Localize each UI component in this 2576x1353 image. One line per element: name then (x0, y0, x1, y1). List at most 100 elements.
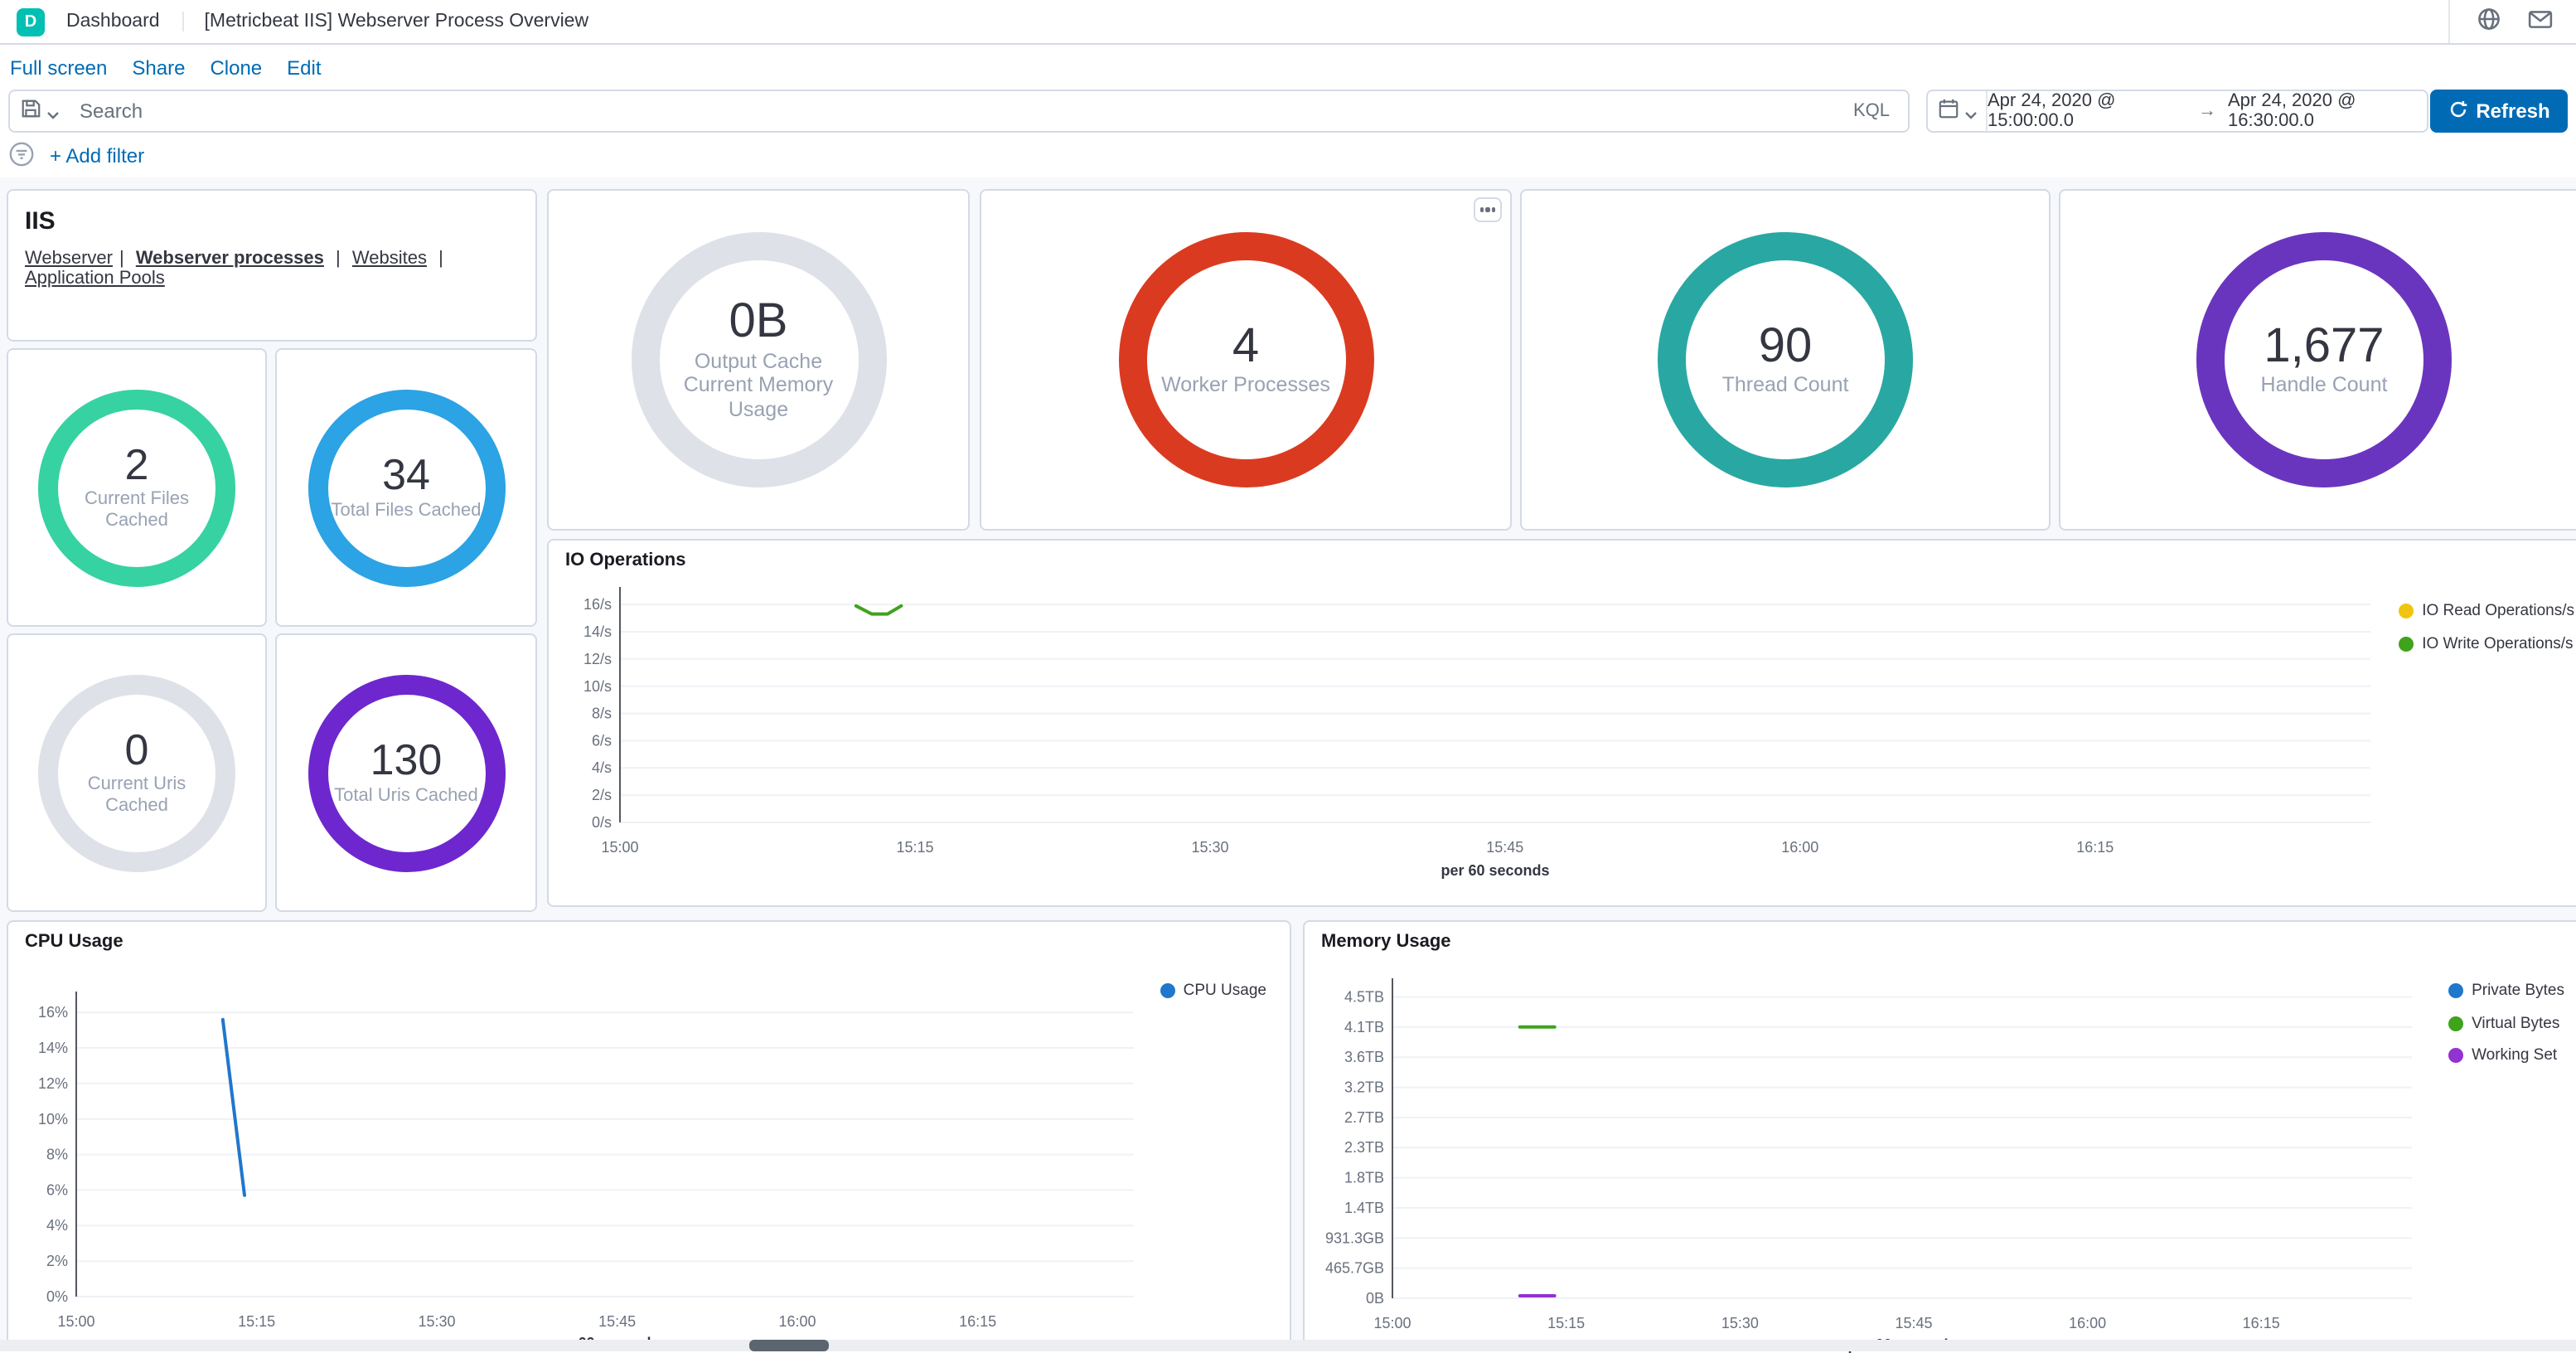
gauge-label: Total Files Cached (331, 500, 482, 521)
svg-text:16%: 16% (38, 1004, 68, 1021)
date-picker: Apr 24, 2020 @ 15:00:00.0 → Apr 24, 2020… (1926, 90, 2428, 133)
chart-legend: Private Bytes Virtual Bytes Working Set (2448, 982, 2564, 1064)
svg-text:4%: 4% (46, 1217, 68, 1234)
svg-text:6%: 6% (46, 1181, 68, 1198)
menu-item-clone[interactable]: Clone (210, 56, 263, 80)
breadcrumb[interactable]: Dashboard (66, 12, 160, 32)
legend-item[interactable]: Private Bytes (2448, 982, 2564, 1000)
legend-label: CPU Usage (1183, 982, 1266, 1000)
svg-text:16:00: 16:00 (778, 1313, 816, 1330)
gauge-ring: 90 Thread Count (1658, 232, 1913, 487)
gauge-ring: 34 Total Files Cached (307, 389, 505, 586)
svg-text:1.8TB: 1.8TB (1344, 1170, 1384, 1186)
gauge-panel-current-files-cached: 2 Current Files Cached (7, 348, 267, 627)
chart-title: Memory Usage (1321, 932, 1451, 952)
legend-item[interactable]: Virtual Bytes (2448, 1014, 2564, 1032)
svg-text:1.4TB: 1.4TB (1344, 1200, 1384, 1216)
iis-link-webserver[interactable]: Webserver (25, 249, 113, 269)
menu-item-edit[interactable]: Edit (287, 56, 322, 80)
calendar-button[interactable] (1928, 91, 1988, 131)
svg-text:4/s: 4/s (592, 759, 612, 776)
svg-text:14/s: 14/s (583, 623, 612, 640)
gauge-panel-current-uris-cached: 0 Current Uris Cached (7, 633, 267, 912)
refresh-icon (2448, 99, 2467, 124)
date-range-start[interactable]: Apr 24, 2020 @ 15:00:00.0 (1988, 91, 2116, 131)
svg-text:10/s: 10/s (583, 678, 612, 695)
legend-item[interactable]: IO Write Operations/s (2399, 634, 2574, 652)
svg-text:15:45: 15:45 (1895, 1315, 1932, 1331)
menu-item-share[interactable]: Share (132, 56, 186, 80)
link-separator: | (336, 249, 341, 269)
legend-label: IO Read Operations/s (2422, 602, 2574, 620)
svg-text:15:45: 15:45 (1486, 839, 1523, 856)
search-box: KQL (8, 90, 1910, 133)
dashboard-menu-bar: Full screen Share Clone Edit (0, 46, 2576, 90)
mail-icon (2528, 7, 2553, 36)
iis-link-application-pools[interactable]: Application Pools (25, 269, 165, 289)
horizontal-scrollbar-thumb[interactable] (749, 1340, 829, 1351)
svg-text:16:15: 16:15 (2076, 839, 2114, 856)
date-range-end[interactable]: Apr 24, 2020 @ 16:30:00.0 (2228, 91, 2356, 131)
horizontal-scrollbar-track[interactable] (0, 1340, 2576, 1351)
gauge-label: Handle Count (2260, 373, 2388, 397)
svg-text:2%: 2% (46, 1253, 68, 1269)
chart-title: CPU Usage (25, 932, 123, 952)
legend-label: Private Bytes (2472, 982, 2564, 1000)
refresh-button[interactable]: Refresh (2430, 90, 2568, 133)
chart-legend: IO Read Operations/s IO Write Operations/… (2399, 602, 2574, 652)
iis-link-webserver-processes[interactable]: Webserver processes (135, 249, 324, 269)
svg-text:0B: 0B (1366, 1290, 1384, 1307)
cpu-usage-chart: 0% 2% 4% 6% 8% 10% 12% 14% 16% 15:00 15:15 15:30 15:… (38, 992, 1134, 1351)
iis-link-websites[interactable]: Websites (351, 249, 427, 269)
menu-item-full-screen[interactable]: Full screen (10, 56, 108, 80)
gauge-label: Thread Count (1721, 373, 1849, 397)
newsfeed-button[interactable] (2528, 7, 2553, 36)
filter-options-button[interactable] (8, 140, 35, 172)
refresh-label: Refresh (2476, 99, 2550, 123)
link-separator: | (438, 249, 443, 269)
gauge-panel-worker-processes: 4 Worker Processes (980, 189, 1512, 531)
gauge-panel-total-uris-cached: 130 Total Uris Cached (275, 633, 537, 912)
panel-options-icon[interactable] (1474, 197, 1502, 222)
gauge-label: Output Cache Current Memory Usage (683, 349, 834, 422)
svg-text:15:30: 15:30 (1191, 839, 1228, 856)
svg-text:0/s: 0/s (592, 814, 612, 831)
legend-item[interactable]: Working Set (2448, 1046, 2564, 1064)
gauge-label: Worker Processes (1161, 373, 1330, 397)
legend-item[interactable]: IO Read Operations/s (2399, 602, 2574, 620)
gauge-label: Current Uris Cached (87, 774, 186, 817)
gauge-ring: 0 Current Uris Cached (38, 674, 235, 871)
iis-nav-panel: IIS Webserver | Webserver processes | Web… (7, 189, 537, 342)
gauge-value: 1,677 (2264, 319, 2385, 373)
link-separator: | (119, 249, 124, 269)
iis-panel-links: Webserver | Webserver processes | Website… (8, 249, 535, 289)
add-filter-link[interactable]: + Add filter (50, 144, 145, 167)
legend-dot-icon (1160, 983, 1175, 998)
gauge-value: 2 (124, 439, 149, 489)
memory-usage-panel: Memory Usage 0B 465.7GB 931.3GB 1.4TB 1.8TB 2… (1303, 920, 2576, 1353)
svg-text:4.5TB: 4.5TB (1344, 989, 1384, 1006)
header-actions (2448, 0, 2576, 43)
legend-item[interactable]: CPU Usage (1160, 982, 1266, 1000)
space-avatar[interactable]: D (17, 7, 45, 36)
cpu-usage-panel: CPU Usage 0% 2% 4% 6% 8% 10% 12% 14% 16% 15:00 15:… (7, 920, 1291, 1351)
legend-dot-icon (2399, 604, 2414, 618)
gauge-value: 4 (1232, 319, 1260, 373)
legend-dot-icon (2448, 1016, 2464, 1031)
legend-dot-icon (2399, 636, 2414, 651)
svg-text:15:45: 15:45 (598, 1313, 636, 1330)
saved-query-button[interactable] (10, 91, 70, 131)
svg-text:2.7TB: 2.7TB (1344, 1109, 1384, 1126)
io-operations-panel: IO Operations 0/s 2/s 4/s 6/s 8/s 10/s 12/s 14/… (547, 539, 2576, 907)
svg-text:15:30: 15:30 (1721, 1315, 1759, 1331)
svg-text:16:15: 16:15 (2243, 1315, 2280, 1331)
svg-text:2.3TB: 2.3TB (1344, 1139, 1384, 1156)
search-input[interactable] (70, 99, 1835, 123)
help-globe-button[interactable] (2477, 7, 2501, 36)
svg-text:15:15: 15:15 (1547, 1315, 1585, 1331)
legend-label: IO Write Operations/s (2422, 634, 2574, 652)
top-header-bar: D Dashboard [Metricbeat IIS] Webserver P… (0, 0, 2576, 45)
kql-button[interactable]: KQL (1835, 101, 1908, 121)
svg-text:6/s: 6/s (592, 732, 612, 749)
